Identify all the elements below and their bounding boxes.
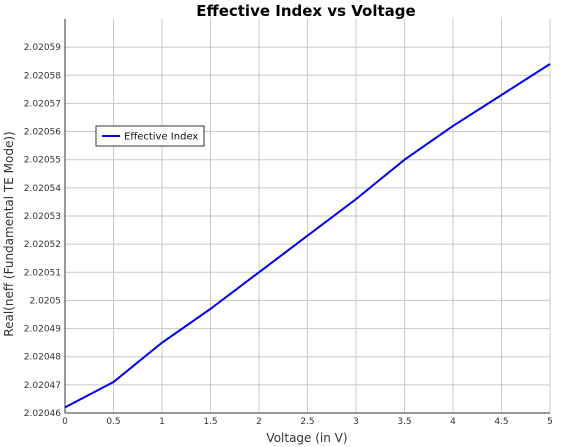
series-line-0	[64, 63, 551, 409]
legend: Effective Index	[95, 125, 205, 147]
y-axis-label: Real(neff (Fundamental TE Mode))	[2, 131, 16, 336]
y-tick-label: 2.02049	[24, 325, 61, 335]
x-tick-label: 1	[159, 417, 165, 427]
y-tick-label: 2.02057	[24, 99, 61, 109]
y-tick-label: 2.02052	[24, 240, 61, 250]
y-tick-label: 2.02054	[24, 184, 61, 194]
y-tick-label: 2.02047	[24, 381, 61, 391]
x-tick-label: 5	[547, 417, 553, 427]
y-tick-label: 2.02048	[24, 353, 61, 363]
y-tick-label: 2.02058	[24, 71, 61, 81]
y-tick-label: 2.02059	[24, 43, 61, 53]
grid	[64, 19, 551, 414]
legend-box	[95, 125, 205, 147]
x-tick-label: 4.5	[494, 417, 508, 427]
tick-labels: 0 0.5 1 1.5 2 2.5 3 3.5 4 4.5 5 2.02046 2.02047 2.020…	[24, 43, 553, 427]
series-layer	[64, 63, 551, 409]
y-tick-label: 2.02056	[24, 128, 61, 138]
y-tick-label: 2.02053	[24, 212, 61, 222]
x-tick-label: 3.5	[397, 417, 411, 427]
chart-title: Effective Index vs Voltage	[196, 2, 415, 20]
y-tick-label: 2.02051	[24, 268, 61, 278]
x-tick-label: 0.5	[106, 417, 120, 427]
x-tick-label: 3	[353, 417, 359, 427]
x-tick-label: 1.5	[203, 417, 217, 427]
legend-label: Effective Index	[124, 132, 198, 143]
y-tick-label: 2.0205	[30, 296, 62, 306]
y-tick-label: 2.02055	[24, 156, 61, 166]
x-tick-label: 2.5	[300, 417, 314, 427]
x-tick-label: 0	[62, 417, 68, 427]
y-tick-label: 2.02046	[24, 409, 61, 419]
x-tick-label: 4	[450, 417, 456, 427]
x-tick-label: 2	[256, 417, 262, 427]
axes	[64, 19, 550, 414]
x-axis-label: Voltage (in V)	[266, 431, 347, 445]
